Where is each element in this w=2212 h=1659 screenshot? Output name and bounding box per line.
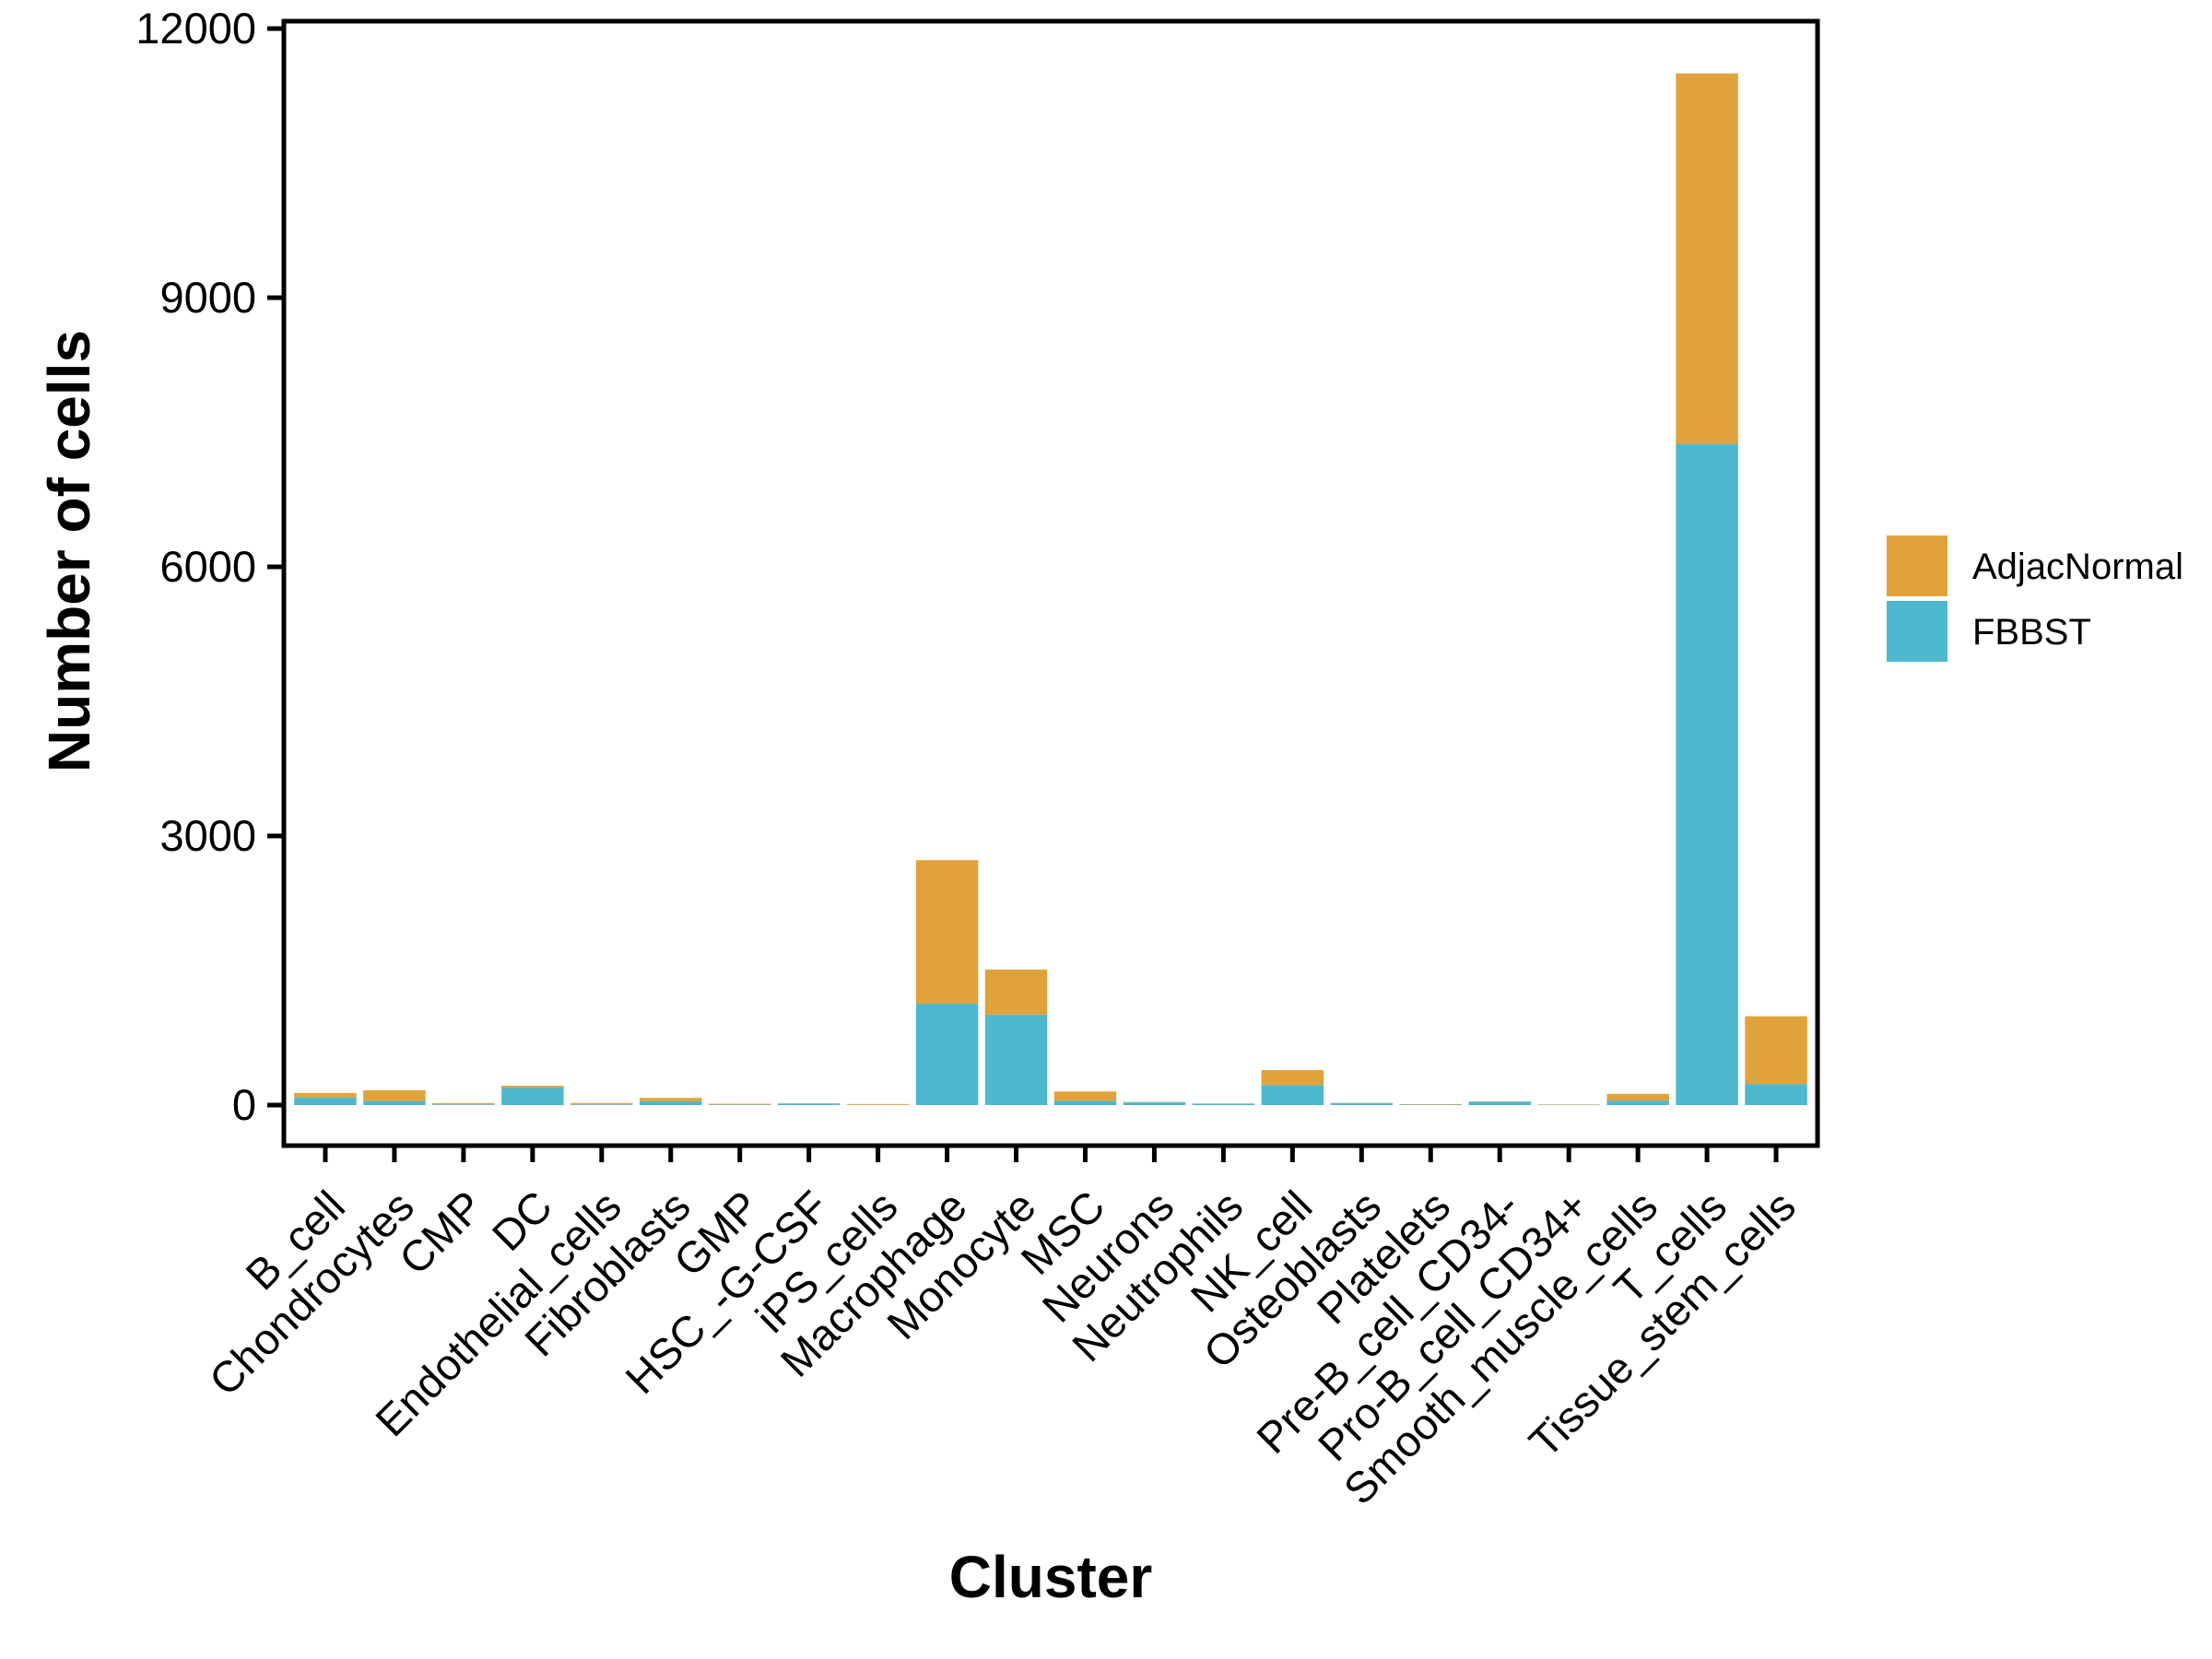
x-axis-title: Cluster — [949, 1544, 1153, 1610]
bar-B_cell-FBBST — [294, 1097, 357, 1105]
bar-Fibroblasts-FBBST — [640, 1100, 702, 1105]
bar-Tissue_stem_cells-FBBST — [1745, 1084, 1807, 1105]
legend-swatch-fbbst — [1887, 601, 1947, 662]
bar-CMP-AdjacNormal — [432, 1102, 495, 1105]
y-tick-label-3000: 3000 — [159, 811, 256, 860]
bar-NK_cell-AdjacNormal — [1261, 1070, 1324, 1086]
plot-panel-border — [281, 18, 1820, 1148]
bar-Macrophage-AdjacNormal — [915, 860, 979, 1005]
legend-label-fbbst: FBBST — [1972, 612, 2091, 653]
x-axis: B_cellChondrocytesCMPDCEndothelial_cells… — [199, 1146, 1805, 1513]
bar-Smooth_muscle_cells-FBBST — [1606, 1100, 1669, 1105]
bar-NK_cell-FBBST — [1261, 1085, 1324, 1105]
bar-T_cells-AdjacNormal — [1676, 73, 1738, 444]
bar-Chondrocytes-AdjacNormal — [363, 1089, 426, 1101]
bar-Macrophage-FBBST — [915, 1004, 979, 1105]
bar-GMP-FBBST — [708, 1104, 771, 1105]
bar-Tissue_stem_cells-AdjacNormal — [1745, 1016, 1807, 1085]
y-tick-label-0: 0 — [232, 1080, 256, 1129]
bars-group — [294, 73, 1807, 1105]
y-tick-label-9000: 9000 — [159, 273, 256, 322]
legend-label-adjacnormal: AdjacNormal — [1972, 547, 2183, 587]
y-tick-label-12000: 12000 — [135, 4, 256, 53]
bar-Monocyte-AdjacNormal — [984, 970, 1048, 1015]
bar-Neutrophils-FBBST — [1192, 1103, 1255, 1105]
bar-Endothelial_cells-FBBST — [571, 1104, 633, 1105]
bar-Monocyte-FBBST — [984, 1014, 1048, 1105]
bar-DC-AdjacNormal — [501, 1086, 564, 1088]
bar-B_cell-AdjacNormal — [294, 1092, 357, 1098]
bar-Chondrocytes-FBBST — [363, 1100, 426, 1105]
bar-Pre-B_cell_CD34--FBBST — [1468, 1101, 1531, 1105]
bar-GMP-AdjacNormal — [708, 1103, 771, 1105]
legend: AdjacNormal FBBST — [1887, 535, 2183, 662]
legend-swatch-adjacnormal — [1887, 535, 1947, 596]
bar-iPS_cells-AdjacNormal — [846, 1103, 910, 1105]
y-tick-label-6000: 6000 — [159, 542, 256, 591]
bar-MSC-AdjacNormal — [1053, 1091, 1117, 1101]
bar-Neurons-FBBST — [1123, 1102, 1186, 1105]
bar-Osteoblasts-FBBST — [1330, 1103, 1394, 1105]
bar-Fibroblasts-AdjacNormal — [640, 1098, 702, 1101]
y-axis-title: Number of cells — [36, 330, 102, 772]
bar-Endothelial_cells-AdjacNormal — [571, 1102, 633, 1105]
bar-MSC-FBBST — [1053, 1100, 1117, 1105]
bar-CMP-FBBST — [432, 1104, 495, 1105]
bar-T_cells-FBBST — [1676, 443, 1738, 1105]
bar-HSC_-G-CSF-FBBST — [777, 1103, 841, 1105]
bar-Smooth_muscle_cells-AdjacNormal — [1606, 1093, 1669, 1101]
bar-DC-FBBST — [501, 1088, 564, 1105]
y-axis: 0 3000 6000 9000 12000 — [135, 4, 284, 1129]
